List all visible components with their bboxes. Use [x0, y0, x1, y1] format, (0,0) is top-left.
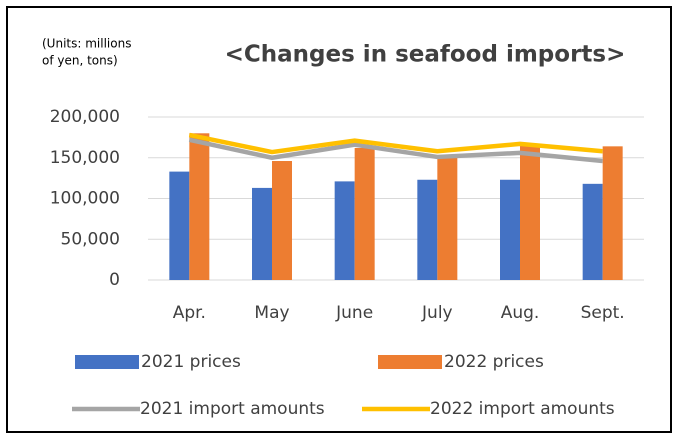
y-tick-label: 0 [109, 270, 120, 290]
legend-label: 2021 prices [141, 352, 241, 372]
bar [272, 161, 292, 280]
bar [334, 181, 355, 280]
y-tick-label: 200,000 [50, 107, 120, 127]
legend-swatch [378, 355, 442, 369]
bar [582, 183, 603, 280]
legend-label: 2022 import amounts [430, 399, 615, 419]
x-tick-label: Aug. [501, 303, 540, 323]
line-series [188, 132, 603, 155]
bar [520, 145, 540, 280]
bar [169, 171, 190, 280]
x-tick-label: July [421, 303, 453, 323]
y-tick-label: 100,000 [50, 189, 120, 209]
bar [437, 156, 458, 280]
legend-label: 2022 prices [444, 352, 544, 372]
bar [354, 147, 375, 280]
bar [189, 133, 210, 280]
units-note: of yen, tons) [42, 54, 118, 68]
x-tick-label: Apr. [173, 303, 206, 323]
units-note: (Units: millions [42, 37, 131, 51]
x-tick-label: May [254, 303, 289, 323]
bar [602, 146, 623, 280]
chart-title: <Changes in seafood imports> [225, 42, 626, 68]
legend-swatch [75, 355, 139, 369]
x-tick-label: Sept. [581, 303, 625, 323]
legend-label: 2021 import amounts [140, 399, 325, 419]
x-tick-label: June [335, 303, 373, 323]
bar [500, 179, 520, 280]
bar [252, 187, 272, 280]
bar [417, 179, 438, 280]
y-tick-label: 50,000 [61, 229, 120, 249]
y-tick-label: 150,000 [50, 148, 120, 168]
line-series [188, 137, 603, 164]
